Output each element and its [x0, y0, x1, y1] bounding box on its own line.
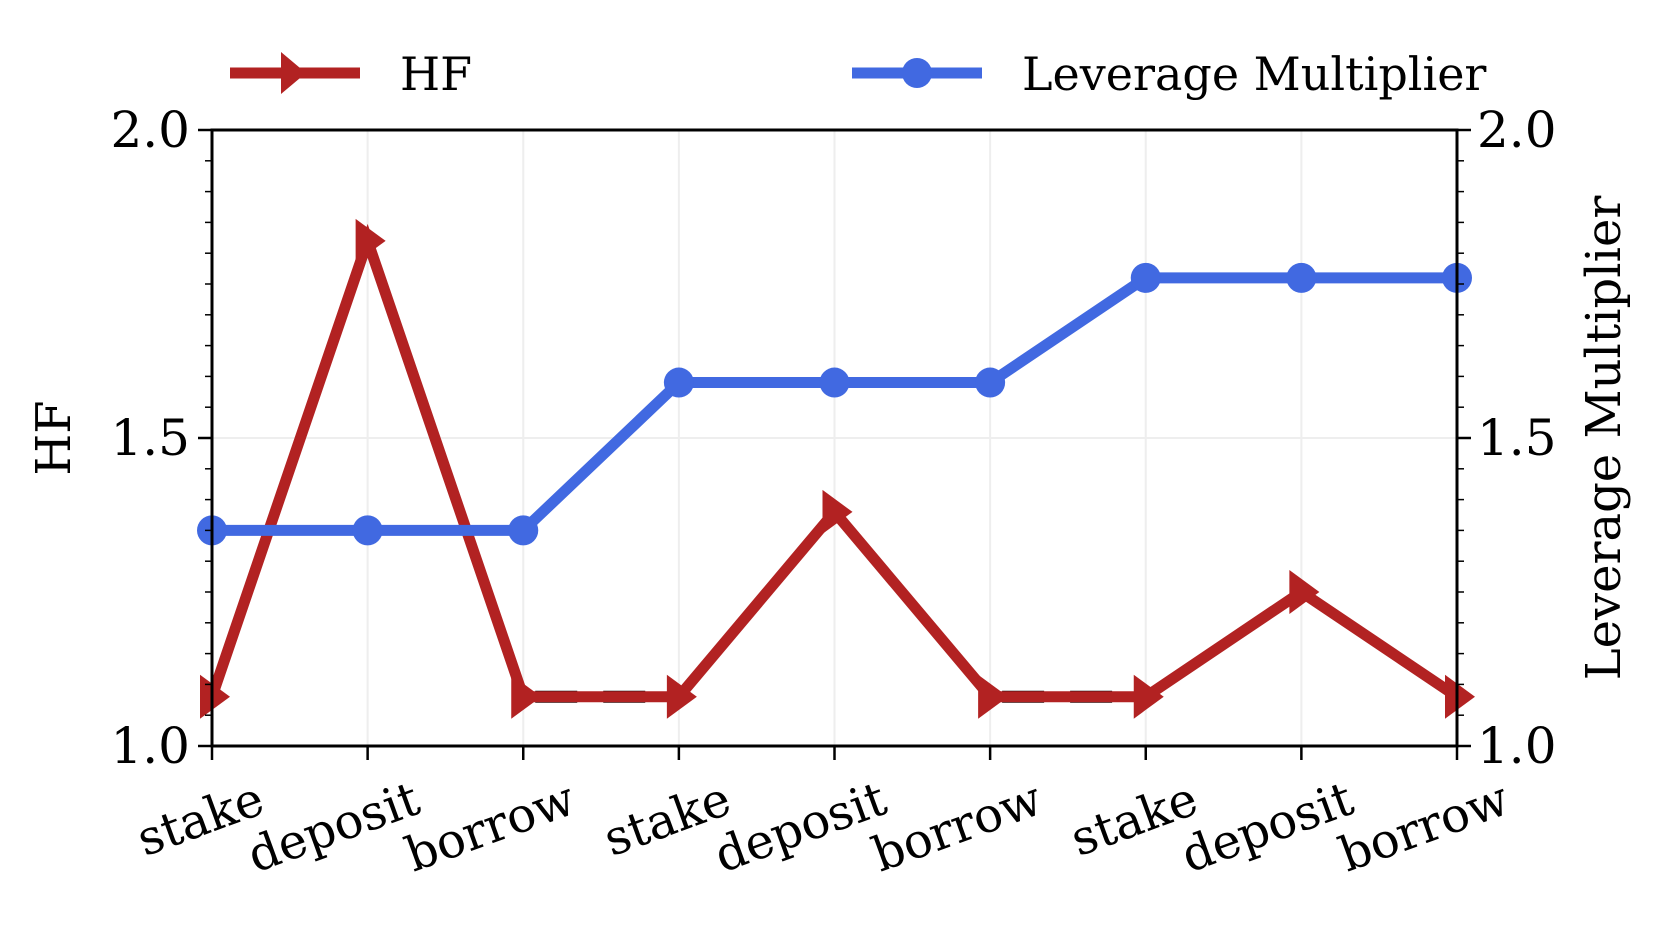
x-tick-label: deposit [240, 771, 426, 885]
data-point-hf [1133, 674, 1164, 719]
y-left-tick-label: 2.0 [110, 101, 190, 159]
legend-item-hf: HF [230, 47, 472, 101]
legend-hf-label: HF [400, 47, 472, 101]
y-axis-left-title: HF [26, 400, 82, 475]
data-point-hf [1445, 674, 1475, 719]
series-layer [197, 218, 1475, 719]
x-tick-label: borrow [1332, 771, 1516, 884]
y-right-tick-label: 1.5 [1477, 409, 1557, 467]
data-point-leverage [663, 367, 694, 398]
data-point-hf [355, 218, 386, 263]
y-left-tick-label: 1.0 [110, 717, 190, 775]
data-point-leverage [1130, 262, 1161, 293]
x-tick-label: deposit [707, 771, 893, 885]
data-point-leverage [352, 515, 383, 546]
y-left-tick-label: 1.5 [110, 409, 190, 467]
data-point-hf [200, 674, 230, 719]
y-right-tick-label: 1.0 [1477, 717, 1557, 775]
data-point-leverage [508, 515, 539, 546]
legend-hf-marker [281, 52, 306, 94]
data-point-leverage [819, 367, 850, 398]
legend-item-leverage: Leverage Multiplier [852, 47, 1486, 101]
data-point-hf [511, 674, 542, 719]
data-point-hf [978, 674, 1009, 719]
legend-leverage-marker [902, 58, 932, 88]
x-tick-label: borrow [398, 771, 582, 884]
x-tick-label: deposit [1174, 771, 1360, 885]
y-axis-right-title: Leverage Multiplier [1576, 196, 1632, 681]
data-point-leverage [975, 367, 1006, 398]
data-point-hf [666, 674, 697, 719]
data-point-hf [1289, 570, 1320, 614]
data-point-leverage [1286, 262, 1317, 293]
data-point-hf [822, 489, 853, 534]
grid-layer [211, 129, 1458, 747]
legend-leverage-label: Leverage Multiplier [1022, 47, 1486, 101]
x-tick-label: borrow [865, 771, 1049, 884]
y-right-tick-label: 2.0 [1477, 101, 1557, 159]
legend: HF Leverage Multiplier [230, 47, 1486, 101]
